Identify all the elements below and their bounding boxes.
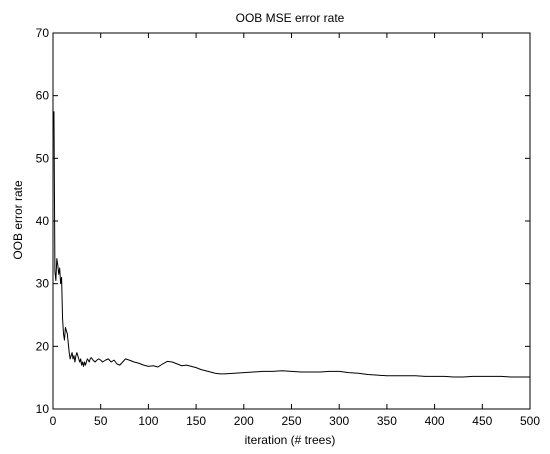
axes-box bbox=[52, 32, 531, 410]
x-tick-label: 100 bbox=[138, 414, 158, 428]
x-tick-label: 50 bbox=[94, 414, 108, 428]
y-tick-label: 60 bbox=[36, 89, 50, 103]
chart-title: OOB MSE error rate bbox=[236, 11, 345, 25]
y-tick-label: 40 bbox=[36, 214, 50, 228]
y-axis-label: OOB error rate bbox=[11, 180, 25, 260]
x-tick-label: 450 bbox=[472, 414, 492, 428]
x-tick-label: 0 bbox=[50, 414, 57, 428]
y-tick-label: 10 bbox=[36, 402, 50, 416]
y-tick-label: 70 bbox=[36, 26, 50, 40]
y-tick-label: 30 bbox=[36, 277, 50, 291]
y-tick-label: 50 bbox=[36, 151, 50, 165]
x-tick-label: 500 bbox=[520, 414, 540, 428]
y-tick-label: 20 bbox=[36, 339, 50, 353]
x-tick-label: 400 bbox=[425, 414, 445, 428]
x-axis-label: iteration (# trees) bbox=[245, 433, 336, 447]
x-tick-label: 150 bbox=[186, 414, 206, 428]
plot-area: 0 50 100 150 200 250 300 350 400 450 500 10 20 30 40 50… bbox=[36, 26, 541, 428]
x-tick-label: 300 bbox=[329, 414, 349, 428]
x-tick-label: 250 bbox=[281, 414, 301, 428]
x-tick-label: 200 bbox=[234, 414, 254, 428]
series-line-0 bbox=[53, 111, 530, 378]
x-tick-label: 350 bbox=[377, 414, 397, 428]
